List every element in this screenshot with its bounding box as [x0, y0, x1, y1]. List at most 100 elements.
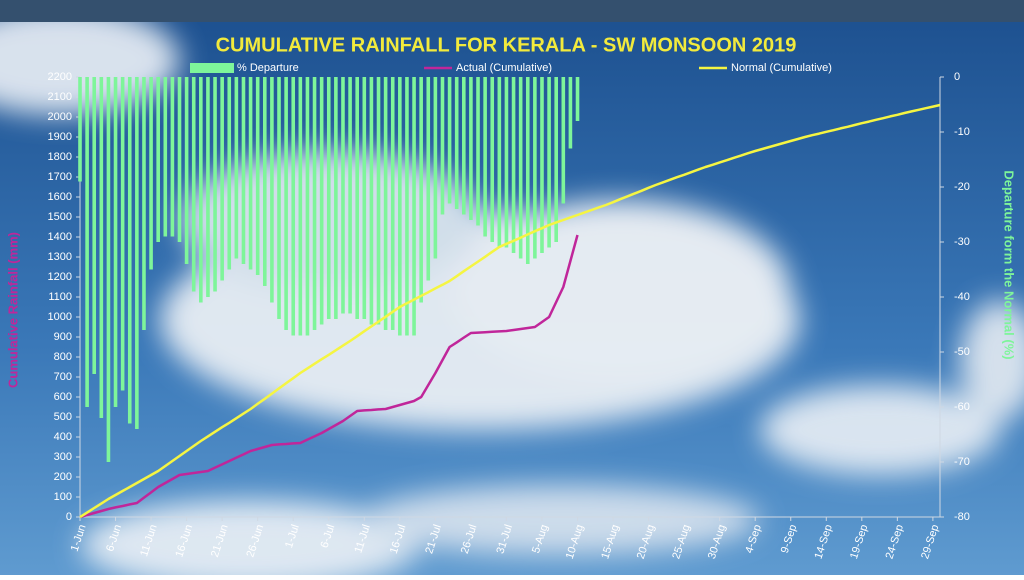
y-tick-label: 0 — [66, 511, 72, 523]
bar — [120, 77, 125, 391]
y-tick-label: 1200 — [48, 271, 72, 283]
bar — [362, 77, 367, 319]
bar — [462, 77, 466, 215]
y2-tick-label: -50 — [954, 346, 970, 358]
bar — [426, 77, 431, 281]
y-tick-label: 200 — [54, 471, 72, 483]
bar — [319, 77, 324, 325]
y-tick-label: 2000 — [48, 111, 72, 123]
y2-tick-label: -40 — [954, 291, 970, 303]
bar — [177, 77, 182, 242]
bar — [476, 77, 480, 226]
bar — [483, 77, 487, 237]
legend-label: Normal (Cumulative) — [731, 62, 832, 74]
bar — [234, 77, 239, 259]
bar — [262, 77, 267, 286]
y-tick-label: 1000 — [48, 311, 72, 323]
bar — [113, 77, 118, 407]
bar — [369, 77, 374, 325]
bar — [326, 77, 331, 319]
bar — [85, 77, 89, 407]
bar — [191, 77, 196, 292]
bar — [355, 77, 359, 319]
y-tick-label: 500 — [54, 411, 72, 423]
bar — [135, 77, 139, 429]
y2-tick-label: -70 — [954, 456, 970, 468]
y2-tick-label: -30 — [954, 236, 970, 248]
y-tick-label: 400 — [54, 431, 72, 443]
bar — [454, 77, 459, 209]
bar — [305, 77, 310, 336]
y2-tick-label: -20 — [954, 181, 970, 193]
bar — [106, 77, 111, 462]
bar — [298, 77, 303, 336]
y-tick-label: 800 — [54, 351, 72, 363]
bar — [433, 77, 438, 259]
bar — [540, 77, 544, 253]
legend-label: Actual (Cumulative) — [456, 62, 552, 74]
bar — [277, 77, 281, 319]
y-tick-label: 1300 — [48, 251, 72, 263]
y2-tick-label: -80 — [954, 511, 970, 523]
y2-tick-label: 0 — [954, 71, 960, 83]
bar — [412, 77, 416, 336]
bar — [341, 77, 345, 314]
bar — [142, 77, 146, 330]
bar — [547, 77, 551, 248]
bar — [376, 77, 381, 325]
bar — [227, 77, 232, 270]
bar — [497, 77, 502, 248]
y-tick-label: 600 — [54, 391, 72, 403]
bar — [390, 77, 395, 330]
top-strip — [0, 0, 1024, 22]
bar — [163, 77, 168, 237]
bar — [469, 77, 473, 220]
bar — [270, 77, 274, 303]
y-tick-label: 1100 — [48, 291, 72, 303]
bar — [291, 77, 296, 336]
bar — [561, 77, 566, 204]
bar — [170, 77, 175, 237]
bar — [99, 77, 104, 418]
y-tick-label: 1800 — [48, 151, 72, 163]
bar — [312, 77, 317, 330]
bar — [149, 77, 153, 270]
bar — [440, 77, 445, 215]
y-tick-label: 1500 — [48, 211, 72, 223]
bar — [334, 77, 338, 319]
y-tick-label: 100 — [54, 491, 72, 503]
bar — [127, 77, 132, 424]
line — [79, 103, 941, 519]
bar — [206, 77, 210, 297]
bar — [533, 77, 537, 259]
bar — [398, 77, 402, 336]
bar — [220, 77, 224, 281]
bar — [554, 77, 558, 242]
y-tick-label: 2200 — [48, 71, 72, 83]
bar — [419, 77, 423, 303]
y-tick-label: 900 — [54, 331, 72, 343]
bar — [405, 77, 409, 336]
bar — [78, 77, 82, 182]
bar — [383, 77, 388, 330]
bar — [518, 77, 523, 259]
y2-axis-label: Departure form the Normal (%) — [1002, 170, 1017, 359]
y-tick-label: 1900 — [48, 131, 72, 143]
y-tick-label: 1700 — [48, 171, 72, 183]
bar — [184, 77, 189, 264]
y-tick-label: 1600 — [48, 191, 72, 203]
bar — [568, 77, 573, 149]
bar — [255, 77, 260, 275]
legend-swatch — [190, 63, 234, 73]
y-tick-label: 2100 — [48, 91, 72, 103]
bar — [284, 77, 288, 330]
bar — [447, 77, 452, 204]
y2-tick-label: -60 — [954, 401, 970, 413]
bar — [575, 77, 580, 121]
bar — [248, 77, 253, 270]
legend-label: % Departure — [237, 62, 299, 74]
bar — [490, 77, 495, 242]
bar — [241, 77, 246, 264]
y-tick-label: 700 — [54, 371, 72, 383]
